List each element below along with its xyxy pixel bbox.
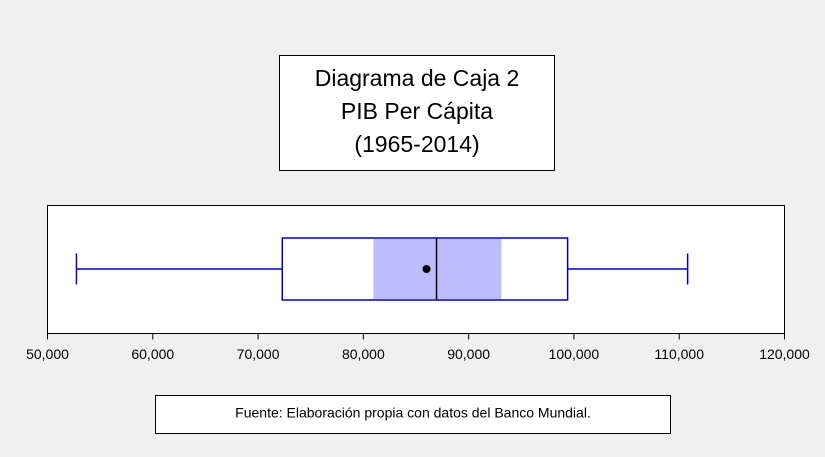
chart-title: PIB Per Cápita bbox=[341, 98, 493, 124]
note-box bbox=[155, 395, 671, 434]
x-tick-label: 50,000 bbox=[26, 346, 69, 362]
x-tick-label: 70,000 bbox=[237, 346, 280, 362]
chart-title: Diagrama de Caja 2 bbox=[315, 65, 520, 91]
source-note: Fuente: Elaboración propia con datos del… bbox=[235, 405, 591, 421]
median-ci bbox=[373, 239, 502, 299]
x-tick-label: 110,000 bbox=[654, 346, 704, 362]
x-tick-label: 100,000 bbox=[549, 346, 600, 362]
x-tick-label: 60,000 bbox=[131, 346, 174, 362]
chart-title: (1965-2014) bbox=[354, 131, 479, 157]
mean-dot bbox=[422, 265, 431, 273]
x-tick-label: 120,000 bbox=[759, 346, 810, 362]
title-box bbox=[279, 55, 555, 171]
x-tick-label: 90,000 bbox=[447, 346, 490, 362]
x-tick-label: 80,000 bbox=[342, 346, 385, 362]
